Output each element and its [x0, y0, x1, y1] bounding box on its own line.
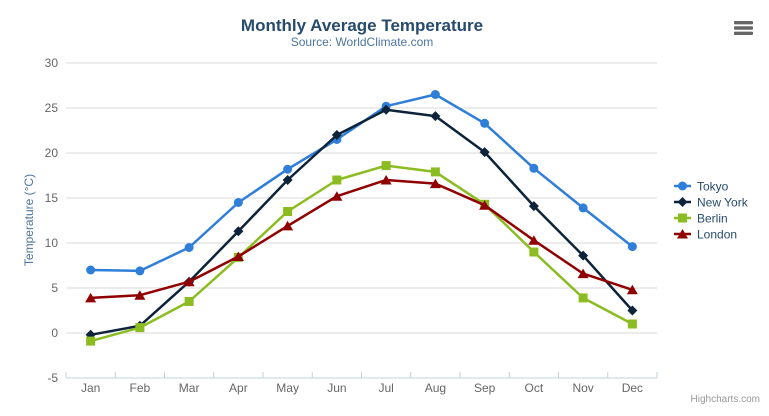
data-point-london-oct[interactable]	[528, 235, 540, 245]
data-point-berlin-jan[interactable]	[86, 336, 96, 346]
legend-label: Tokyo	[697, 180, 729, 194]
data-point-new-york-aug[interactable]	[430, 111, 441, 122]
data-point-london-jun[interactable]	[331, 191, 343, 201]
data-point-london-jul[interactable]	[380, 175, 392, 185]
data-point-london-dec[interactable]	[626, 284, 638, 295]
series-line	[89, 93, 634, 273]
export-menu-button[interactable]	[731, 17, 757, 39]
data-point-new-york-jul[interactable]	[381, 104, 392, 115]
legend-label: Berlin	[697, 212, 728, 226]
y-axis-label: 30	[45, 56, 59, 70]
data-point-new-york-oct[interactable]	[528, 201, 539, 212]
data-point-tokyo-jan[interactable]	[86, 265, 96, 275]
legend-item-tokyo[interactable]: Tokyo	[674, 180, 729, 194]
x-axis-label: Nov	[572, 381, 593, 395]
x-axis	[65, 372, 658, 379]
data-point-berlin-oct[interactable]	[529, 247, 539, 257]
data-point-new-york-apr[interactable]	[233, 226, 244, 237]
chart-subtitle: Source: WorldClimate.com	[291, 35, 434, 49]
data-point-london-mar[interactable]	[183, 276, 195, 287]
series-line	[89, 178, 634, 300]
data-point-berlin-feb[interactable]	[135, 323, 145, 333]
legend-item-berlin[interactable]: Berlin	[674, 212, 728, 226]
series-line	[89, 164, 634, 343]
data-point-tokyo-aug[interactable]	[430, 90, 440, 99]
data-point-london-apr[interactable]	[232, 251, 244, 262]
legend-marker-square-icon	[678, 213, 687, 223]
y-axis-label: 5	[51, 281, 58, 295]
legend-marker-circle-icon	[678, 181, 687, 191]
data-point-berlin-may[interactable]	[283, 207, 293, 216]
y-axis-label: -5	[47, 371, 58, 385]
data-point-new-york-sep[interactable]	[479, 147, 490, 158]
legend-item-london[interactable]: London	[674, 228, 737, 242]
data-point-tokyo-sep[interactable]	[480, 118, 490, 128]
data-point-new-york-may[interactable]	[282, 175, 293, 185]
legend-marker-triangle-icon	[677, 229, 688, 239]
x-axis-label: Aug	[425, 381, 446, 395]
y-axis-label: 15	[45, 191, 59, 205]
data-point-tokyo-oct[interactable]	[529, 163, 539, 173]
data-point-berlin-jun[interactable]	[332, 175, 342, 185]
x-axis-label: Jan	[81, 381, 100, 395]
data-point-berlin-aug[interactable]	[430, 167, 440, 177]
data-point-london-nov[interactable]	[577, 268, 589, 279]
y-axis-label: 0	[51, 326, 58, 340]
x-axis-label: Feb	[130, 381, 151, 395]
data-point-new-york-jun[interactable]	[331, 130, 342, 140]
y-axis-title: Temperature (°C)	[22, 174, 36, 266]
x-axis-label: Apr	[229, 381, 248, 395]
data-point-london-jan[interactable]	[85, 292, 97, 303]
data-point-tokyo-apr[interactable]	[233, 198, 243, 207]
data-point-berlin-nov[interactable]	[578, 293, 588, 303]
data-point-london-feb[interactable]	[134, 290, 146, 300]
data-point-new-york-dec[interactable]	[627, 305, 638, 316]
series-london[interactable]	[85, 175, 638, 303]
data-point-new-york-nov[interactable]	[578, 250, 589, 261]
y-axis-labels: -5 0 5 10 15 20 25 30	[45, 56, 59, 385]
x-axis-label: Jul	[378, 381, 393, 395]
x-axis-label: Oct	[525, 381, 544, 395]
legend-label: New York	[697, 196, 749, 210]
data-point-london-aug[interactable]	[429, 178, 441, 189]
legend: Tokyo New York Berlin London	[674, 180, 749, 242]
x-axis-label: Jun	[327, 381, 346, 395]
data-point-berlin-jul[interactable]	[381, 161, 391, 171]
series-tokyo[interactable]	[86, 90, 637, 276]
y-axis-label: 25	[45, 101, 59, 115]
data-point-tokyo-may[interactable]	[283, 164, 293, 174]
data-point-berlin-dec[interactable]	[627, 319, 637, 329]
x-axis-label: Sep	[474, 381, 496, 395]
credits-link[interactable]: Highcharts.com	[691, 394, 760, 405]
hamburger-menu-icon	[734, 21, 753, 35]
data-point-london-sep[interactable]	[479, 200, 491, 210]
y-gridlines	[66, 62, 657, 334]
legend-label: London	[697, 228, 737, 242]
x-axis-label: Dec	[622, 381, 643, 395]
y-axis-label: 20	[45, 146, 59, 160]
data-point-tokyo-dec[interactable]	[627, 242, 637, 252]
series-new-york[interactable]	[85, 104, 638, 340]
chart-title: Monthly Average Temperature	[241, 16, 483, 35]
data-point-berlin-mar[interactable]	[184, 297, 194, 306]
data-point-tokyo-mar[interactable]	[184, 243, 194, 252]
series-line	[89, 108, 634, 337]
series-group	[85, 90, 638, 346]
y-axis-label: 10	[45, 236, 59, 250]
x-axis-labels: Jan Feb Mar Apr May Jun Jul Aug Sep Oct Nov Dec	[81, 381, 643, 395]
data-point-london-may[interactable]	[282, 220, 294, 231]
x-axis-label: Mar	[179, 381, 200, 395]
legend-item-new-york[interactable]: New York	[674, 196, 749, 210]
data-point-tokyo-nov[interactable]	[578, 203, 588, 213]
legend-marker-diamond-icon	[677, 197, 688, 207]
data-point-tokyo-feb[interactable]	[135, 266, 145, 276]
x-axis-label: May	[276, 381, 299, 395]
